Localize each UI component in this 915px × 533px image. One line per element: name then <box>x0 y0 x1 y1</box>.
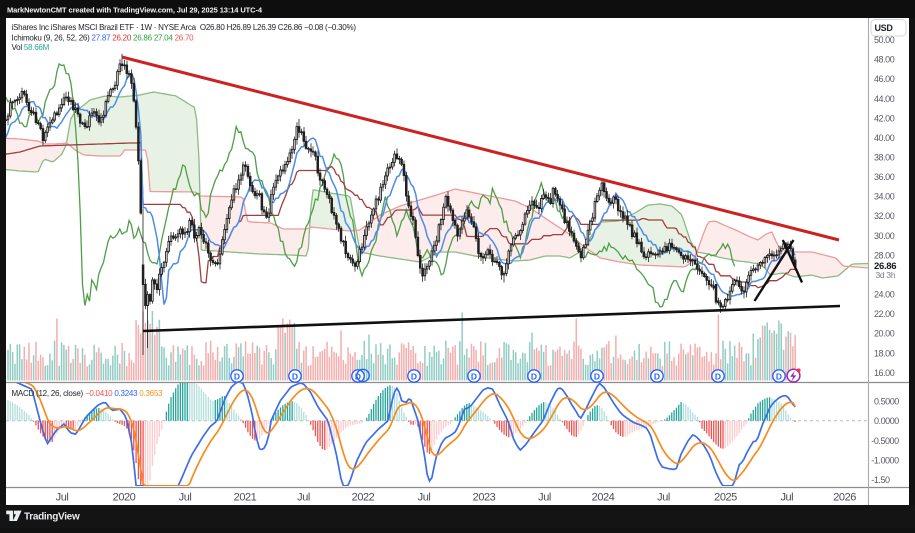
svg-text:Ichimoku (9, 26, 52, 26) 27.87: Ichimoku (9, 26, 52, 26) 27.87 26.20 26.… <box>12 34 195 43</box>
svg-text:-1.0000: -1.0000 <box>871 456 899 466</box>
svg-text:Jul: Jul <box>657 492 670 504</box>
svg-text:Vol 58.66M: Vol 58.66M <box>12 43 50 52</box>
svg-text:D: D <box>594 371 600 381</box>
svg-text:Jul: Jul <box>418 492 431 504</box>
svg-text:22.00: 22.00 <box>874 309 895 319</box>
svg-text:2023: 2023 <box>473 492 496 504</box>
svg-text:38.00: 38.00 <box>874 153 895 163</box>
svg-text:-1.50: -1.50 <box>871 475 890 485</box>
svg-text:Jul: Jul <box>538 492 551 504</box>
svg-text:D: D <box>531 371 537 381</box>
svg-text:18.00: 18.00 <box>874 348 895 358</box>
svg-text:Jul: Jul <box>780 492 793 504</box>
svg-text:26.86: 26.86 <box>874 261 896 272</box>
svg-text:50.00: 50.00 <box>874 35 895 45</box>
svg-text:28.00: 28.00 <box>874 250 895 260</box>
svg-text:-0.5000: -0.5000 <box>871 436 899 446</box>
svg-text:2022: 2022 <box>352 492 375 504</box>
svg-text:0.0000: 0.0000 <box>874 416 899 426</box>
svg-text:46.00: 46.00 <box>874 74 895 84</box>
svg-text:2024: 2024 <box>592 492 615 504</box>
svg-text:0.5000: 0.5000 <box>874 396 899 406</box>
svg-text:2021: 2021 <box>234 492 257 504</box>
svg-text:3d 3h: 3d 3h <box>876 270 896 280</box>
svg-text:iShares Inc iShares MSCI Brazi: iShares Inc iShares MSCI Brazil ETF · 1W… <box>12 23 357 32</box>
svg-text:Jul: Jul <box>56 492 69 504</box>
svg-text:30.00: 30.00 <box>874 231 895 241</box>
svg-text:36.00: 36.00 <box>874 172 895 182</box>
svg-text:Jul: Jul <box>297 492 310 504</box>
svg-text:32.00: 32.00 <box>874 211 895 221</box>
svg-text:MarkNewtonCMT created with Tra: MarkNewtonCMT created with TradingView.c… <box>7 6 263 15</box>
svg-text:MACD (12, 26, close) −0.0410 0: MACD (12, 26, close) −0.0410 0.3243 0.36… <box>12 389 164 398</box>
svg-text:D: D <box>715 371 721 381</box>
svg-text:2020: 2020 <box>113 492 136 504</box>
svg-text:D: D <box>776 371 782 381</box>
svg-text:D: D <box>471 371 477 381</box>
svg-text:TradingView: TradingView <box>24 511 80 522</box>
svg-text:2025: 2025 <box>714 492 737 504</box>
svg-text:D: D <box>411 371 417 381</box>
svg-text:48.00: 48.00 <box>874 55 895 65</box>
svg-text:Jul: Jul <box>179 492 192 504</box>
svg-text:USD: USD <box>874 23 893 33</box>
svg-text:2026: 2026 <box>833 492 856 504</box>
svg-text:34.00: 34.00 <box>874 192 895 202</box>
svg-text:D: D <box>355 371 361 381</box>
svg-text:44.00: 44.00 <box>874 94 895 104</box>
svg-text:D: D <box>654 371 660 381</box>
svg-text:20.00: 20.00 <box>874 329 895 339</box>
svg-text:D: D <box>292 371 298 381</box>
svg-text:40.00: 40.00 <box>874 133 895 143</box>
svg-text:42.00: 42.00 <box>874 113 895 123</box>
svg-text:16.00: 16.00 <box>874 368 895 378</box>
svg-text:24.00: 24.00 <box>874 290 895 300</box>
svg-text:D: D <box>234 371 240 381</box>
